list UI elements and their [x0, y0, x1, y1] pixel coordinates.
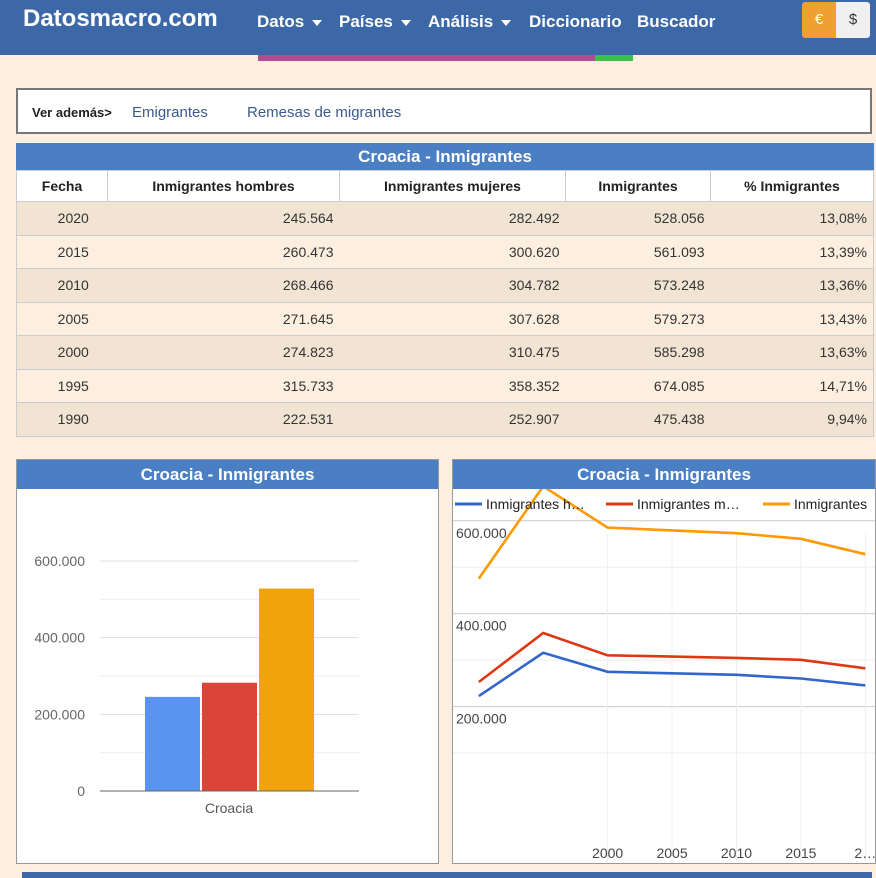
chevron-down-icon [501, 19, 512, 26]
line-chart: 200.000 400.000 600.000 Inmigrantes h… Inmig… [453, 473, 876, 861]
x-tick-label: 2000 [592, 845, 623, 861]
ad-banner[interactable] [258, 55, 633, 61]
immigrants-table: Fecha Inmigrantes hombres Inmigrantes mu… [16, 170, 874, 437]
table-cell: 1990 [16, 402, 108, 437]
column-header-porcentaje[interactable]: % Inmigrantes [710, 170, 874, 202]
link-remesas[interactable]: Remesas de migrantes [247, 104, 402, 121]
y-tick-label: 600.000 [34, 553, 85, 569]
bar [145, 696, 200, 791]
nav-buscador[interactable]: Buscador [637, 12, 716, 31]
currency-euro-button[interactable]: € [802, 2, 836, 38]
table-cell: 2000 [16, 335, 108, 370]
table-cell: 310.475 [339, 335, 566, 370]
legend-label: Inmigrantes m… [637, 496, 740, 512]
table-row: 2000 274.823 310.475 585.298 13,63% [16, 335, 874, 370]
y-tick-label: 200.000 [34, 706, 85, 722]
table-cell: 315.733 [107, 369, 340, 403]
table-cell: 14,71% [710, 369, 874, 403]
table-cell: 674.085 [565, 369, 711, 403]
table-cell: 282.492 [339, 201, 566, 236]
table-cell: 222.531 [107, 402, 340, 437]
series-line [478, 651, 866, 698]
site-logo[interactable]: Datosmacro.com [23, 5, 218, 32]
table-cell: 9,94% [710, 402, 874, 437]
bar-chart: 0 200.000 400.000 600.000 Croacia [34, 553, 359, 816]
table-cell: 2010 [16, 268, 108, 303]
table-cell: 274.823 [107, 335, 340, 370]
y-tick-label: 200.000 [456, 711, 507, 727]
series-line [478, 631, 866, 684]
table-cell: 268.466 [107, 268, 340, 303]
table-cell: 1995 [16, 369, 108, 403]
x-tick-label: 2… [854, 845, 875, 861]
table-cell: 13,63% [710, 335, 874, 370]
table-row: 2010 268.466 304.782 573.248 13,36% [16, 268, 874, 303]
table-cell: 561.093 [565, 235, 711, 269]
table-row: 1990 222.531 252.907 475.438 9,94% [16, 402, 874, 437]
y-tick-label: 400.000 [34, 630, 85, 646]
table-cell: 245.564 [107, 201, 340, 236]
column-header-inmigrantes[interactable]: Inmigrantes [565, 170, 711, 202]
nav-paises-label: Países [339, 12, 393, 31]
chevron-down-icon [312, 19, 323, 26]
nav-diccionario[interactable]: Diccionario [529, 12, 622, 31]
ad-banner-accent [595, 55, 633, 61]
legend-label: Inmigrantes [794, 496, 867, 512]
bar-chart-title: Croacia - Inmigrantes [17, 460, 438, 489]
table-cell: 13,36% [710, 268, 874, 303]
x-tick-label: 2005 [656, 845, 687, 861]
legend-label: Inmigrantes h… [486, 496, 585, 512]
column-header-fecha[interactable]: Fecha [16, 170, 108, 202]
table-row: 2020 245.564 282.492 528.056 13,08% [16, 201, 874, 236]
y-tick-label: 600.000 [456, 525, 507, 541]
table-cell: 271.645 [107, 302, 340, 336]
table-cell: 13,43% [710, 302, 874, 336]
nav-paises[interactable]: Países [339, 12, 411, 32]
column-header-mujeres[interactable]: Inmigrantes mujeres [339, 170, 566, 202]
table-cell: 2020 [16, 201, 108, 236]
table-cell: 307.628 [339, 302, 566, 336]
x-tick-label: Croacia [205, 800, 253, 816]
link-emigrantes[interactable]: Emigrantes [132, 104, 208, 121]
y-tick-label: 400.000 [456, 618, 507, 634]
nav-datos-label: Datos [257, 12, 305, 31]
bar [259, 588, 314, 791]
column-header-hombres[interactable]: Inmigrantes hombres [107, 170, 340, 202]
table-cell: 260.473 [107, 235, 340, 269]
table-cell: 300.620 [339, 235, 566, 269]
y-tick-label: 0 [77, 783, 85, 799]
x-tick-label: 2010 [721, 845, 752, 861]
line-chart-panel: Croacia - Inmigrantes 200.000 400.000 600.… [452, 459, 876, 864]
table-cell: 13,08% [710, 201, 874, 236]
bar [202, 682, 257, 791]
table-cell: 2005 [16, 302, 108, 336]
nav-datos[interactable]: Datos [257, 12, 323, 32]
bar-chart-panel: Croacia - Inmigrantes 0 200.000 400.000 600… [16, 459, 439, 864]
table-cell: 528.056 [565, 201, 711, 236]
table-cell: 2015 [16, 235, 108, 269]
next-section-header [22, 872, 872, 878]
line-chart-title: Croacia - Inmigrantes [453, 460, 875, 489]
currency-dollar-button[interactable]: $ [836, 2, 870, 38]
x-tick-label: 2015 [785, 845, 816, 861]
table-cell: 252.907 [339, 402, 566, 437]
see-also-box: Ver además> Emigrantes Remesas de migran… [16, 88, 872, 134]
table-cell: 579.273 [565, 302, 711, 336]
see-also-label: Ver además> [32, 105, 112, 120]
table-cell: 358.352 [339, 369, 566, 403]
nav-analisis[interactable]: Análisis [428, 12, 512, 32]
table-cell: 585.298 [565, 335, 711, 370]
table-cell: 13,39% [710, 235, 874, 269]
table-cell: 475.438 [565, 402, 711, 437]
top-navbar: Datosmacro.com Datos Países Análisis Dic… [0, 0, 876, 55]
table-row: 2015 260.473 300.620 561.093 13,39% [16, 235, 874, 269]
table-row: 2005 271.645 307.628 579.273 13,43% [16, 302, 874, 336]
chevron-down-icon [400, 19, 411, 26]
table-cell: 573.248 [565, 268, 711, 303]
table-row: 1995 315.733 358.352 674.085 14,71% [16, 369, 874, 403]
table-title: Croacia - Inmigrantes [16, 143, 874, 170]
nav-analisis-label: Análisis [428, 12, 494, 31]
table-cell: 304.782 [339, 268, 566, 303]
